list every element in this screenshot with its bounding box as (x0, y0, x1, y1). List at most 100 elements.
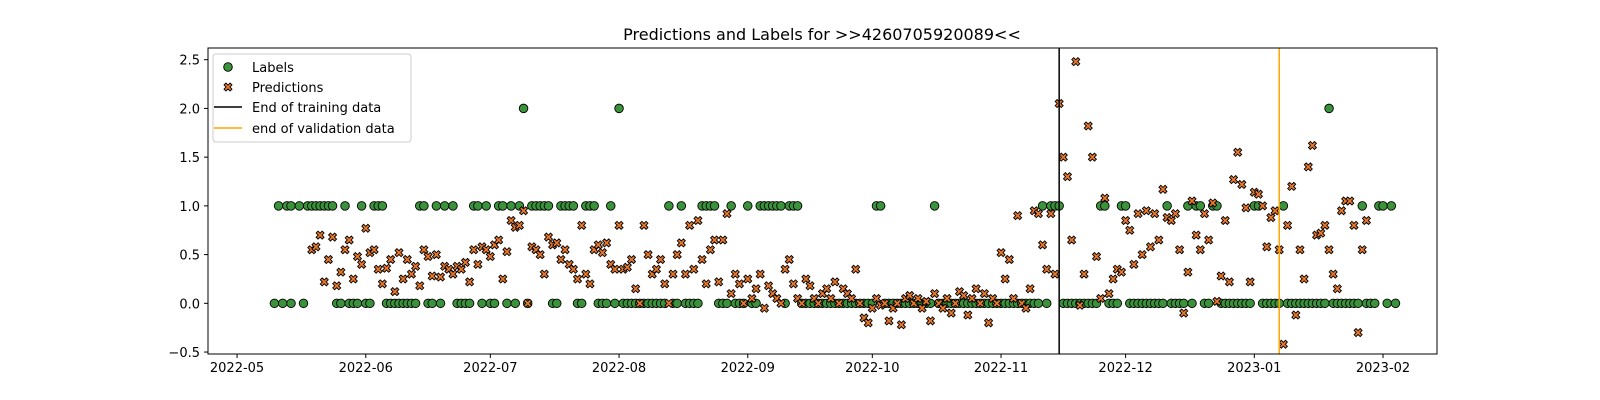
y-tick-label: 2.5 (179, 54, 200, 69)
label-point (518, 103, 529, 114)
prediction-point (502, 247, 512, 257)
prediction-point (1046, 209, 1056, 219)
prediction-point (946, 308, 956, 318)
chart-title: Predictions and Labels for >>42607059200… (623, 25, 1021, 44)
prediction-point (585, 279, 595, 289)
label-point (776, 201, 786, 211)
label-point (1120, 201, 1131, 211)
prediction-point (336, 267, 346, 277)
prediction-point (518, 206, 529, 216)
prediction-point (1183, 267, 1193, 277)
prediction-point (801, 274, 811, 284)
prediction-point (963, 310, 973, 320)
label-point (489, 298, 500, 309)
prediction-point (386, 254, 396, 265)
label-point (722, 298, 732, 309)
label-point (1158, 298, 1168, 309)
prediction-point (1266, 212, 1276, 223)
x-tick-label: 2022-09 (721, 361, 775, 376)
prediction-point (369, 245, 379, 255)
prediction-point (448, 269, 458, 279)
label-point (1390, 298, 1401, 309)
x-tick-label: 2023-01 (1227, 361, 1281, 376)
x-tick-label: 2022-08 (592, 361, 646, 376)
prediction-point (323, 254, 334, 265)
x-tick-label: 2022-06 (339, 361, 393, 376)
prediction-point (684, 220, 695, 230)
label-point (589, 201, 599, 211)
prediction-point (1237, 179, 1247, 190)
prediction-point (398, 274, 408, 284)
label-point (929, 201, 940, 211)
label-point (672, 298, 682, 309)
prediction-point (390, 286, 400, 297)
label-point (1100, 201, 1110, 211)
prediction-point (1253, 189, 1264, 199)
prediction-point (1287, 181, 1297, 192)
prediction-point (1066, 235, 1077, 245)
prediction-point (871, 293, 882, 304)
prediction-point (655, 254, 666, 265)
label-point (1112, 298, 1123, 309)
prediction-point (1062, 172, 1073, 182)
label-point (277, 298, 288, 309)
prediction-point (556, 254, 566, 265)
prediction-point (672, 249, 682, 260)
label-point (610, 298, 620, 309)
prediction-point (643, 249, 653, 260)
prediction-point (1328, 269, 1338, 279)
prediction-point (1129, 259, 1139, 269)
label-point (1378, 201, 1388, 211)
label-point (294, 201, 305, 211)
prediction-point (535, 249, 545, 260)
prediction-point (1228, 174, 1239, 185)
label-point (693, 298, 703, 309)
prediction-point (435, 272, 446, 282)
prediction-point (689, 264, 699, 274)
prediction-point (697, 254, 707, 265)
y-tick-label: −0.5 (168, 346, 200, 361)
legend-label: end of validation data (252, 122, 395, 137)
prediction-point (1170, 209, 1181, 219)
prediction-point (1191, 230, 1201, 240)
prediction-point (1204, 235, 1214, 245)
prediction-point (1021, 303, 1031, 313)
prediction-point (846, 293, 857, 304)
prediction-point (352, 251, 363, 262)
prediction-point (1345, 196, 1355, 206)
label-point (792, 201, 803, 211)
prediction-point (938, 303, 948, 313)
label-point (431, 201, 442, 211)
prediction-point (485, 251, 495, 262)
prediction-point (1087, 152, 1098, 162)
label-point (352, 298, 363, 309)
label-point (1041, 298, 1052, 309)
axes: 2022-05 2022-06 2022-07 2022-08 2022-09 2022-… (168, 54, 1410, 376)
prediction-point (593, 240, 603, 250)
label-point (576, 298, 587, 309)
label-point (1187, 298, 1197, 309)
prediction-point (693, 215, 703, 226)
prediction-point (394, 248, 404, 258)
label-point (1178, 298, 1189, 309)
label-point (502, 298, 512, 309)
prediction-point (498, 274, 508, 284)
prediction-point (1324, 245, 1334, 255)
y-tick-label: 1.0 (179, 200, 200, 215)
y-tick-label: 0.0 (179, 297, 200, 312)
prediction-point (1257, 201, 1268, 211)
label-point (1386, 201, 1397, 211)
prediction-point (356, 259, 367, 269)
prediction-point (1120, 215, 1131, 226)
prediction-point (1282, 220, 1293, 230)
prediction-point (539, 269, 549, 279)
prediction-point (813, 298, 823, 308)
label-point (340, 201, 350, 211)
prediction-point (730, 269, 740, 279)
label-point (1162, 201, 1172, 211)
prediction-point (867, 303, 877, 313)
prediction-point (1008, 293, 1019, 304)
prediction-point (863, 318, 873, 328)
prediction-point (784, 254, 794, 265)
